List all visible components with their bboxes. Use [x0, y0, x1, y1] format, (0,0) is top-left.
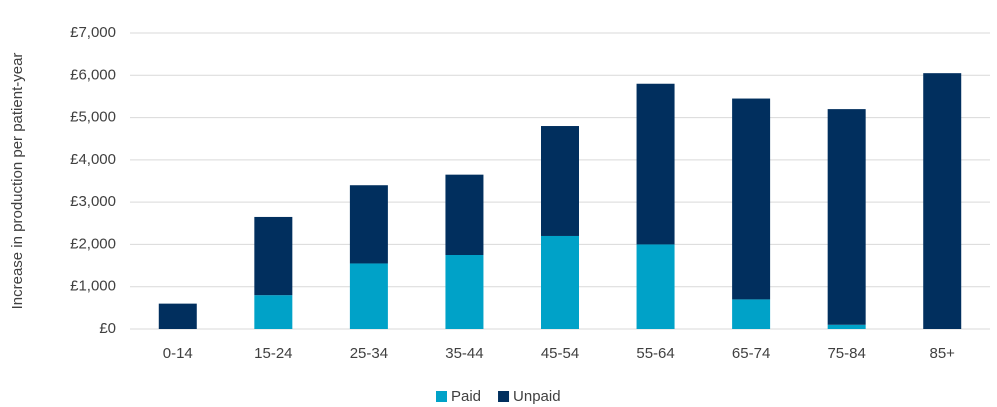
bar-segment	[158, 303, 197, 329]
y-tick-label: £6,000	[70, 66, 116, 83]
y-tick-label: £7,000	[70, 24, 116, 41]
bar-segment	[827, 109, 866, 325]
legend-swatch	[436, 391, 447, 402]
x-tick-label: 15-24	[254, 345, 292, 362]
bar-segment	[254, 295, 293, 329]
y-tick-label: £5,000	[70, 109, 116, 126]
y-tick-label: £2,000	[70, 235, 116, 252]
x-tick-label: 75-84	[827, 345, 865, 362]
y-tick-label: £3,000	[70, 193, 116, 210]
legend-swatch	[498, 391, 510, 402]
x-tick-label: 25-34	[350, 345, 388, 362]
bar-segment	[349, 185, 388, 264]
x-tick-label: 85+	[929, 345, 955, 362]
x-tick-label: 35-44	[445, 345, 483, 362]
bar-segment	[254, 216, 293, 296]
bar-segment	[445, 174, 484, 255]
bar-segment	[827, 324, 866, 329]
legend-label: Paid	[451, 388, 481, 405]
bar-segment	[349, 263, 388, 329]
y-tick-label: £0	[99, 320, 116, 337]
bar-segment	[636, 244, 675, 329]
y-axis-label: Increase in production per patient-year	[9, 53, 26, 310]
bar-segment	[923, 73, 962, 330]
y-tick-label: £4,000	[70, 151, 116, 168]
bar-segment	[445, 255, 484, 329]
bar-segment	[636, 83, 675, 245]
y-tick-label: £1,000	[70, 278, 116, 295]
x-tick-label: 45-54	[541, 345, 579, 362]
bar-segment	[541, 235, 579, 329]
legend-label: Unpaid	[513, 388, 561, 405]
bar-segment	[541, 126, 579, 236]
x-tick-label: 55-64	[636, 345, 674, 362]
x-tick-label: 65-74	[732, 345, 770, 362]
bar-segment	[732, 299, 771, 329]
x-tick-label: 0-14	[163, 345, 193, 362]
bar-segment	[732, 98, 771, 300]
